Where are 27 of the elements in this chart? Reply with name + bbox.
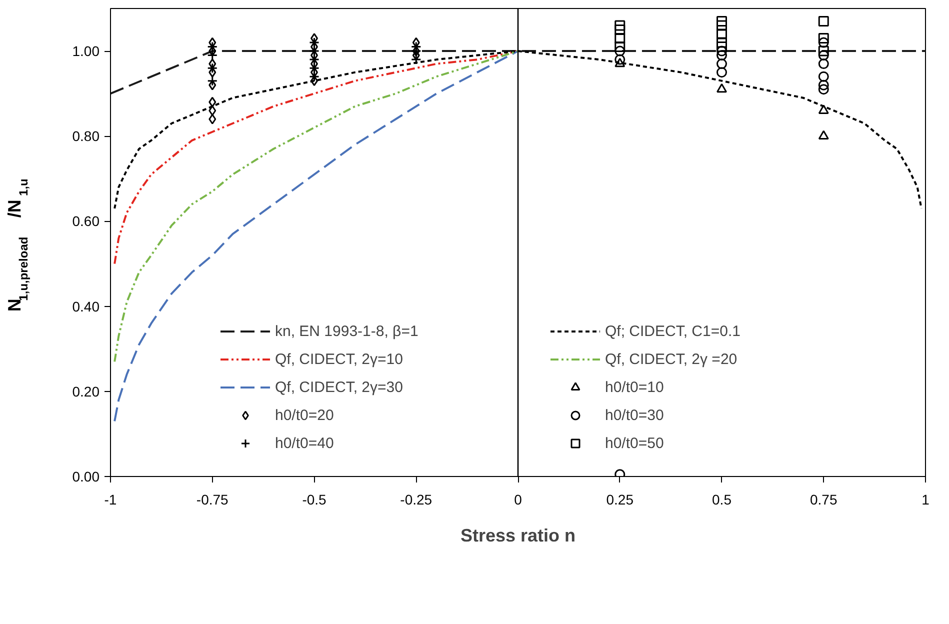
legend-label: h0/t0=20 [275, 406, 334, 426]
legend-label: h0/t0=40 [275, 434, 334, 454]
legend-label: kn, EN 1993-1-8, β=1 [275, 322, 418, 342]
x-tick-label: -0.5 [302, 492, 327, 508]
x-tick-label: 1 [922, 492, 930, 508]
y-tick-label: 0.20 [72, 383, 100, 400]
legend-label: h0/t0=30 [605, 406, 664, 426]
legend-label: Qf, CIDECT, 2γ=30 [275, 378, 403, 398]
x-tick-label: 0.5 [712, 492, 732, 508]
text: N1,u,preload/N1,u [4, 178, 30, 312]
x-axis-title: Stress ratio n [460, 526, 576, 546]
x-tick-label: 0.25 [606, 492, 634, 508]
legend-label: Qf, CIDECT, 2γ =20 [605, 350, 738, 370]
y-tick-label: 1.00 [72, 43, 100, 60]
x-tick-label: -1 [104, 492, 117, 508]
legend-label: Qf, CIDECT, 2γ=10 [275, 350, 403, 370]
y-tick-label: 0.40 [72, 298, 100, 314]
legend-label: h0/t0=50 [605, 434, 664, 454]
x-tick-label: -0.25 [400, 492, 432, 508]
legend-label: Qf; CIDECT, C1=0.1 [605, 322, 740, 342]
y-tick-label: 0.80 [72, 128, 100, 144]
x-tick-label: 0 [514, 492, 522, 508]
x-tick-label: 0.75 [810, 492, 838, 508]
legend-label: h0/t0=10 [605, 378, 664, 398]
y-tick-label: 0.00 [72, 468, 100, 484]
y-tick-label: 0.60 [72, 213, 100, 230]
x-tick-label: -0.75 [196, 492, 229, 508]
